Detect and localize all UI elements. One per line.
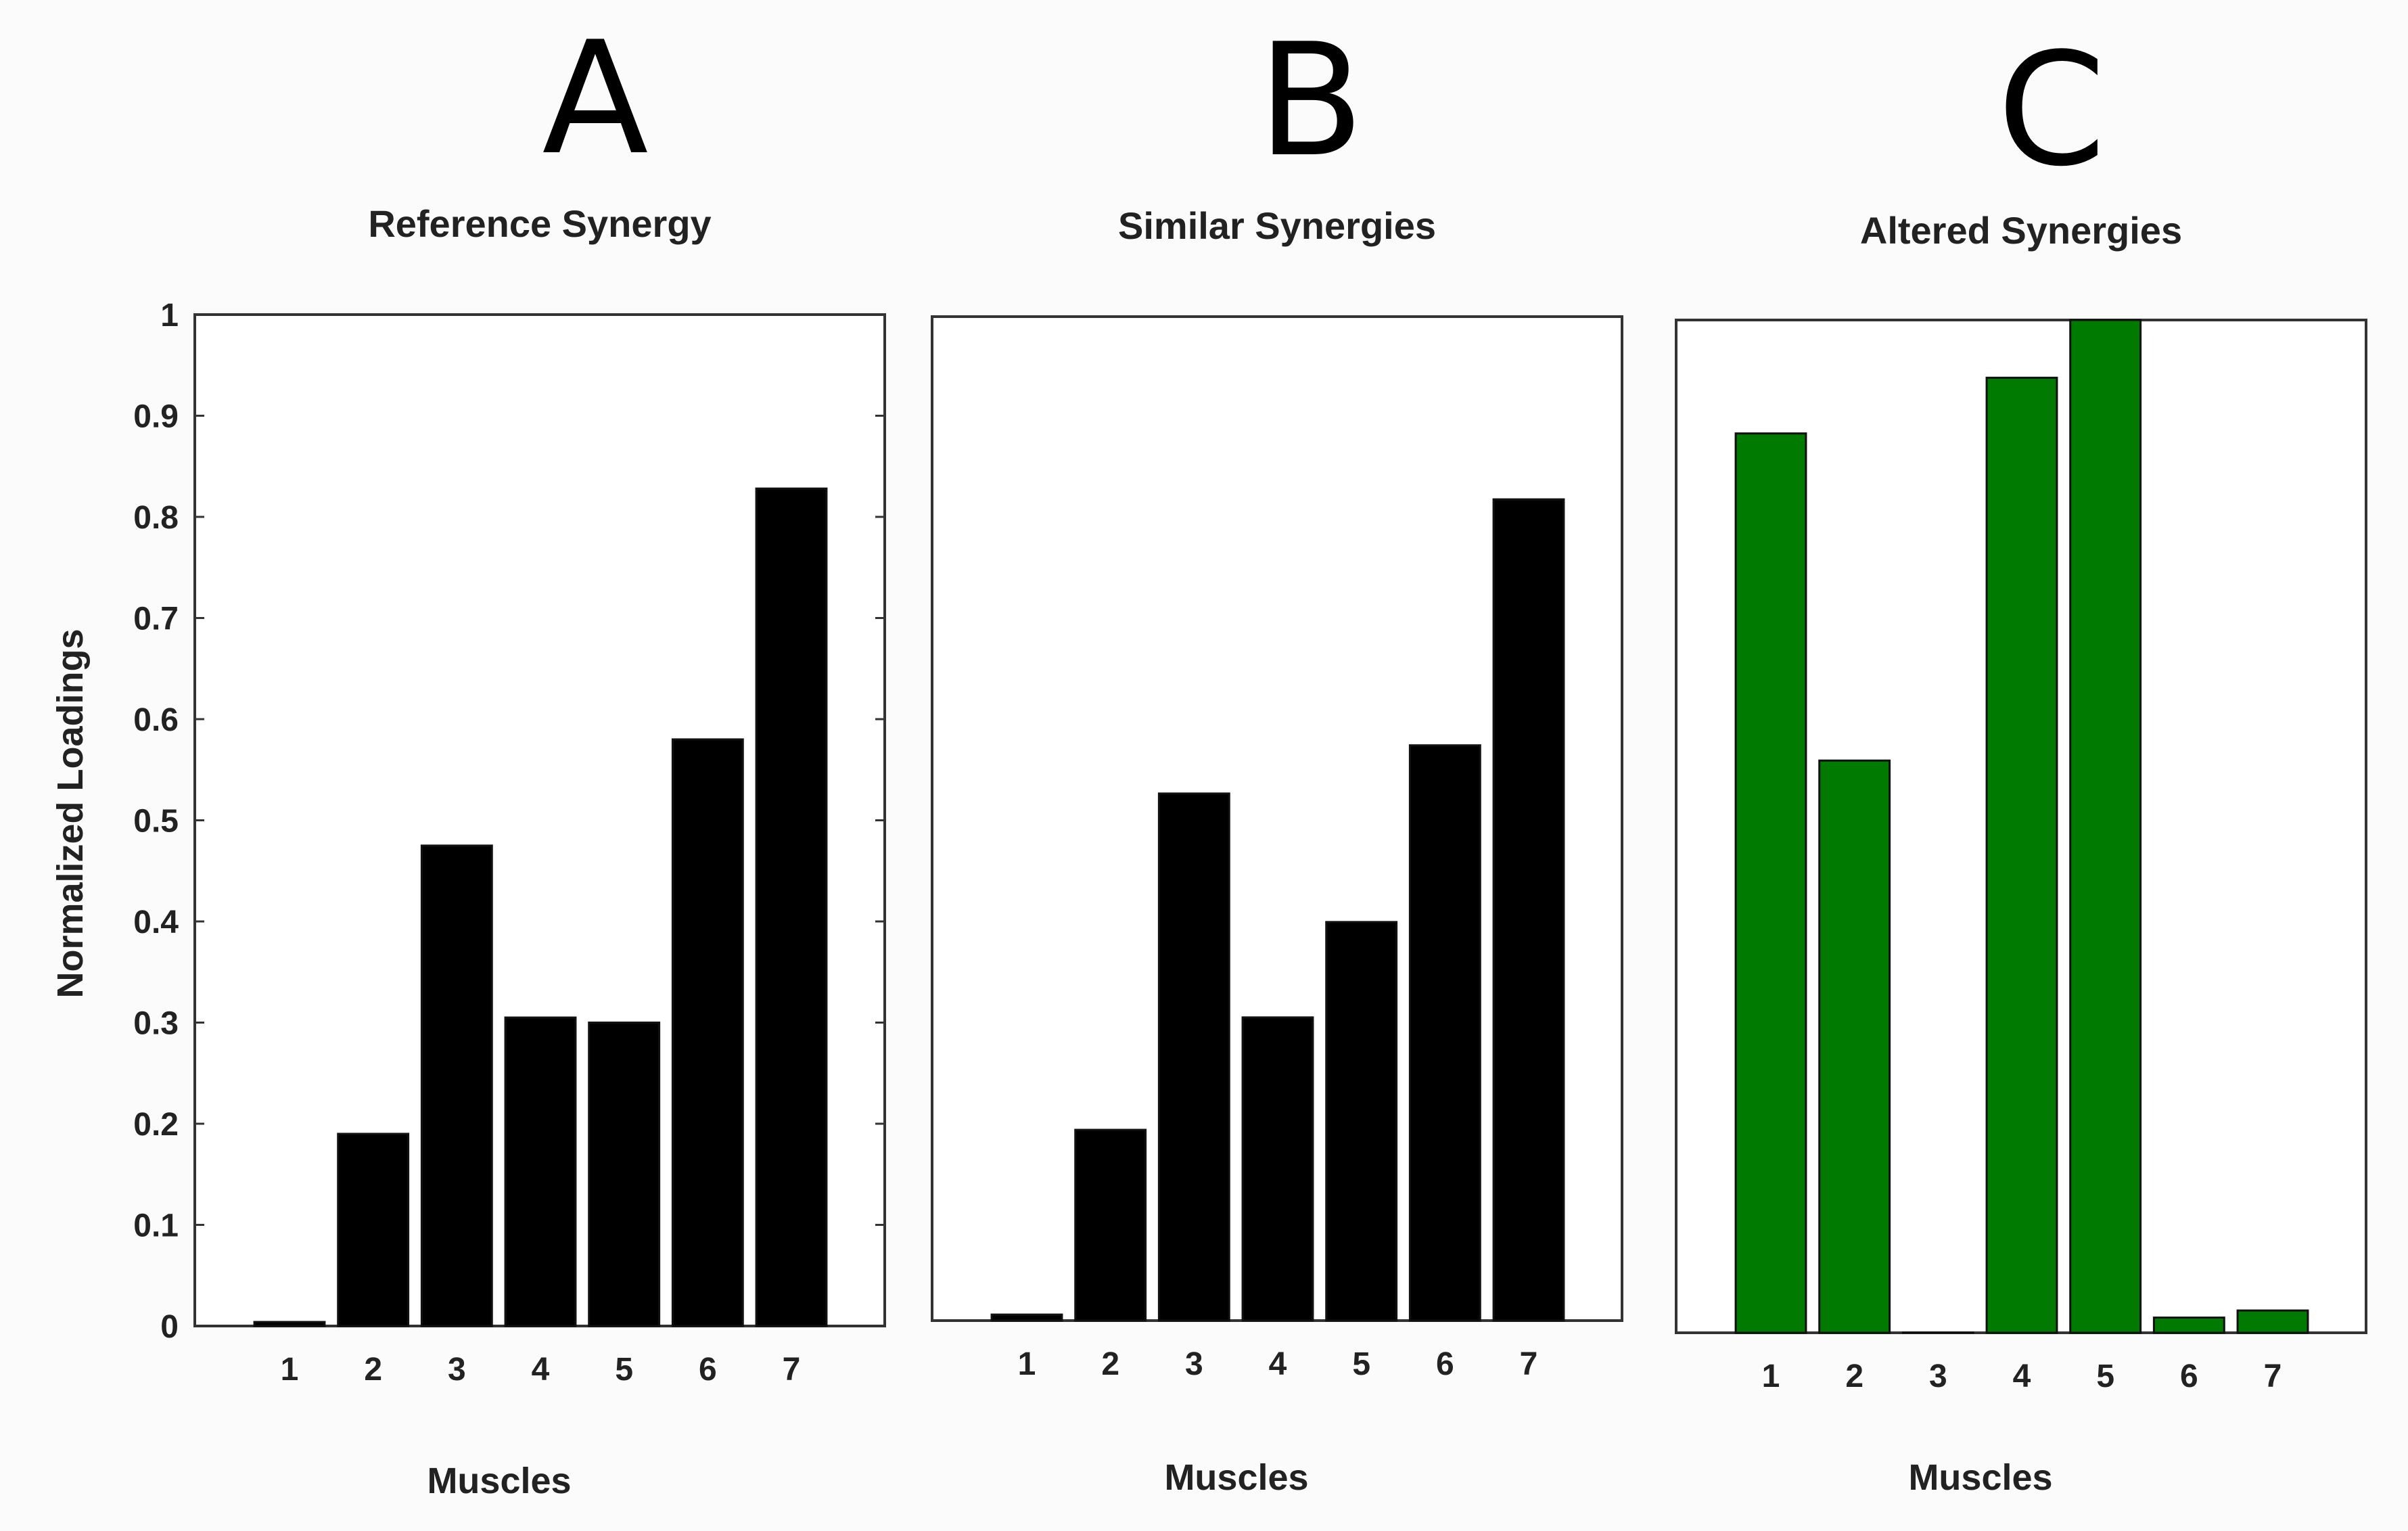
x-tick-label: 7 (783, 1352, 801, 1388)
x-tick-label: 6 (699, 1352, 717, 1388)
bar-muscle-2 (1818, 759, 1891, 1334)
bar-muscle-3 (1157, 792, 1230, 1322)
y-axis-label: Normalized Loadings (50, 629, 91, 998)
bar-muscle-4 (1985, 376, 2058, 1334)
bar-muscle-5 (588, 1022, 661, 1327)
chart-title: Similar Synergies (1118, 204, 1436, 247)
x-tick-label: 5 (615, 1352, 633, 1388)
y-tick-label: 0.9 (133, 399, 179, 435)
bar-muscle-3 (420, 844, 493, 1327)
x-tick-label: 2 (1845, 1358, 1863, 1394)
x-tick-label: 2 (364, 1352, 382, 1388)
x-tick-label: 6 (2180, 1358, 2198, 1394)
x-tick-label: 5 (1352, 1346, 1370, 1382)
bar-muscle-4 (504, 1016, 577, 1327)
bar-muscle-2 (1074, 1128, 1147, 1322)
bar-muscle-4 (1241, 1016, 1314, 1322)
y-tick-label: 0.4 (133, 905, 179, 940)
y-tick-label: 0.2 (133, 1107, 179, 1143)
y-tick-label: 0.1 (133, 1208, 179, 1244)
x-tick-label: 4 (532, 1352, 550, 1388)
x-tick-label: 4 (2013, 1358, 2031, 1394)
bar-muscle-2 (337, 1133, 410, 1327)
x-tick-label: 4 (1269, 1346, 1287, 1382)
bar-muscle-7 (1492, 498, 1565, 1322)
chart-title: Reference Synergy (368, 202, 711, 245)
bar-muscle-7 (755, 487, 828, 1327)
x-tick-label: 3 (1929, 1358, 1947, 1394)
bar-muscle-5 (2069, 319, 2142, 1334)
panel-letter: C (1997, 20, 2106, 201)
chart-title: Altered Synergies (1860, 209, 2182, 252)
y-tick-label: 0.6 (133, 702, 179, 738)
panel-letter: A (542, 9, 648, 189)
bar-muscle-1 (990, 1313, 1063, 1322)
x-tick-label: 7 (1520, 1346, 1538, 1382)
bar-muscle-1 (253, 1321, 326, 1327)
y-tick-label: 1 (160, 298, 179, 334)
bar-muscle-6 (2152, 1317, 2225, 1334)
x-tick-label: 1 (1018, 1346, 1036, 1382)
y-tick-label: 0 (160, 1309, 179, 1345)
x-tick-label: 6 (1436, 1346, 1454, 1382)
x-axis-label: Muscles (427, 1461, 571, 1501)
y-tick-label: 0.5 (133, 804, 179, 840)
bar-muscle-6 (671, 738, 744, 1327)
y-tick-label: 0.8 (133, 500, 179, 536)
bar-muscle-6 (1408, 744, 1481, 1322)
bar-muscle-5 (1325, 921, 1398, 1322)
x-axis-label: Muscles (1164, 1457, 1308, 1498)
panel-letter: B (1257, 11, 1364, 191)
bar-muscle-7 (2236, 1309, 2309, 1334)
y-tick-label: 0.7 (133, 601, 179, 637)
x-axis-label: Muscles (1908, 1457, 2052, 1498)
y-tick-label: 0.3 (133, 1006, 179, 1042)
x-tick-label: 1 (1762, 1358, 1780, 1394)
chart-panel-a: A Reference Synergy 1 2 3 4 5 6 7 0 0.1 0.2 0.3 0.4 0.… (50, 9, 886, 1501)
x-tick-label: 5 (2096, 1358, 2114, 1394)
x-tick-label: 3 (448, 1352, 466, 1388)
x-tick-label: 7 (2264, 1358, 2282, 1394)
x-tick-label: 2 (1101, 1346, 1119, 1382)
x-tick-label: 3 (1185, 1346, 1203, 1382)
x-tick-label: 1 (281, 1352, 299, 1388)
chart-panel-c: C Altered Synergies 1 2 3 4 5 6 7 Muscles (1675, 20, 2367, 1498)
chart-panel-b: B Similar Synergies 1 2 3 4 5 6 7 Muscles (931, 11, 1623, 1498)
bar-muscle-1 (1734, 432, 1807, 1334)
